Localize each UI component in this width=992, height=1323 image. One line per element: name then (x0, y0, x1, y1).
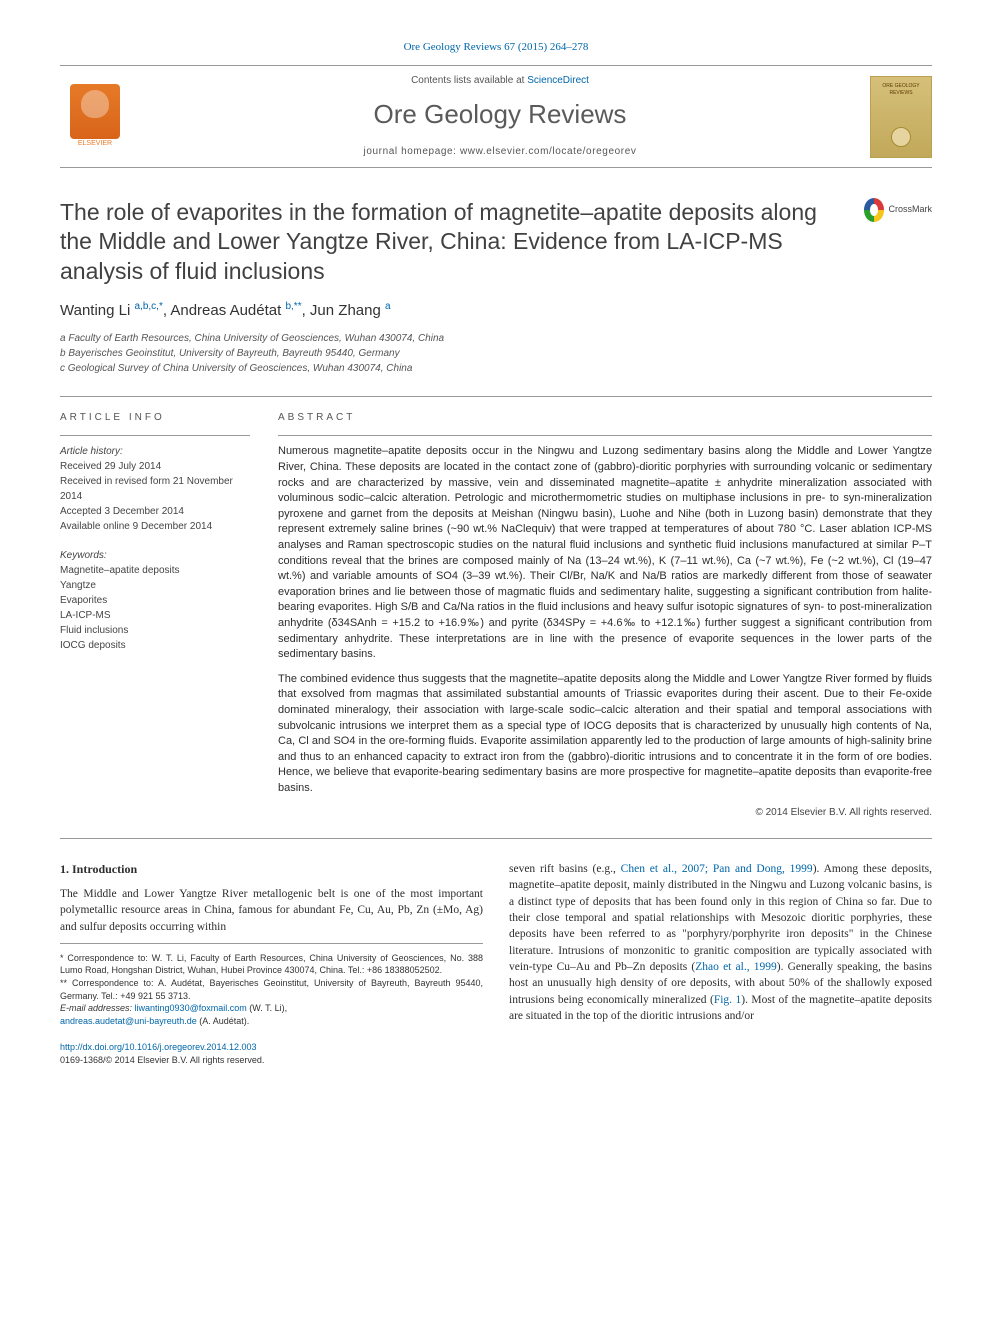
abstract-p1: Numerous magnetite–apatite deposits occu… (278, 444, 932, 663)
abstract-divider (278, 435, 932, 436)
keyword-0: Magnetite–apatite deposits (60, 563, 250, 578)
keyword-1: Yangtze (60, 578, 250, 593)
ref-link-1[interactable]: Chen et al., 2007; Pan and Dong, 1999 (621, 863, 813, 875)
elsevier-logo: ELSEVIER (60, 77, 130, 157)
journal-homepage: journal homepage: www.elsevier.com/locat… (130, 145, 870, 159)
sciencedirect-link[interactable]: ScienceDirect (527, 75, 589, 86)
footnote-2: ** Correspondence to: A. Audétat, Bayeri… (60, 977, 483, 1002)
affiliation-b: b Bayerisches Geoinstitut, University of… (60, 346, 932, 361)
abstract-head: abstract (278, 411, 932, 425)
journal-header: ELSEVIER Contents lists available at Sci… (60, 65, 932, 167)
body-column-right: seven rift basins (e.g., Chen et al., 20… (509, 861, 932, 1067)
doi-block: http://dx.doi.org/10.1016/j.oregeorev.20… (60, 1041, 483, 1067)
body-columns: 1. Introduction The Middle and Lower Yan… (60, 861, 932, 1067)
ref-link-2[interactable]: Zhao et al., 1999 (695, 961, 776, 973)
info-abstract-row: article info Article history: Received 2… (60, 396, 932, 839)
email-1-who: (W. T. Li), (247, 1003, 287, 1013)
history-received: Received 29 July 2014 (60, 459, 250, 474)
citation-link[interactable]: Ore Geology Reviews 67 (2015) 264–278 (404, 41, 589, 53)
author-2: , Andreas Audétat (163, 302, 286, 319)
author-2-corr: ** (294, 301, 302, 312)
crossmark-icon (864, 198, 884, 222)
author-list: Wanting Li a,b,c,*, Andreas Audétat b,**… (60, 300, 932, 321)
keyword-3: LA-ICP-MS (60, 608, 250, 623)
keyword-4: Fluid inclusions (60, 623, 250, 638)
keyword-5: IOCG deposits (60, 638, 250, 653)
elsevier-label: ELSEVIER (78, 139, 112, 149)
crossmark-label: CrossMark (888, 203, 932, 216)
section-number: 1. (60, 862, 69, 876)
footnotes: * Correspondence to: W. T. Li, Faculty o… (60, 952, 483, 1028)
journal-name: Ore Geology Reviews (130, 96, 870, 132)
article-info-head: article info (60, 411, 250, 425)
author-1-affil: a,b,c, (134, 301, 158, 312)
history-online: Available online 9 December 2014 (60, 519, 250, 534)
cover-title: ORE GEOLOGY REVIEWS (871, 77, 931, 97)
affiliation-c: c Geological Survey of China University … (60, 361, 932, 376)
article-title: The role of evaporites in the formation … (60, 198, 844, 286)
keywords-label: Keywords: (60, 548, 250, 563)
section-title: Introduction (72, 862, 137, 876)
body-text-a: seven rift basins (e.g., (509, 863, 621, 875)
keywords-block: Keywords: Magnetite–apatite deposits Yan… (60, 548, 250, 653)
intro-p1-cont: seven rift basins (e.g., Chen et al., 20… (509, 861, 932, 1024)
author-1: Wanting Li (60, 302, 134, 319)
crossmark-badge[interactable]: CrossMark (864, 198, 932, 222)
footnote-emails: E-mail addresses: liwanting0930@foxmail.… (60, 1002, 483, 1027)
email-2-link[interactable]: andreas.audetat@uni-bayreuth.de (60, 1016, 197, 1026)
citation-header: Ore Geology Reviews 67 (2015) 264–278 (60, 40, 932, 55)
journal-cover-thumb: ORE GEOLOGY REVIEWS (870, 76, 932, 158)
intro-p1: The Middle and Lower Yangtze River metal… (60, 886, 483, 935)
abstract-copyright: © 2014 Elsevier B.V. All rights reserved… (278, 806, 932, 820)
body-column-left: 1. Introduction The Middle and Lower Yan… (60, 861, 483, 1067)
info-divider (60, 435, 250, 436)
contents-availability: Contents lists available at ScienceDirec… (130, 74, 870, 88)
affiliations: a Faculty of Earth Resources, China Univ… (60, 331, 932, 376)
section-heading: 1. Introduction (60, 861, 483, 878)
history-revised: Received in revised form 21 November 201… (60, 474, 250, 504)
body-text-b: ). Among these deposits, magnetite–apati… (509, 863, 932, 973)
issn-line: 0169-1368/© 2014 Elsevier B.V. All right… (60, 1055, 264, 1065)
homepage-url: www.elsevier.com/locate/oregeorev (460, 146, 637, 157)
author-3-affil: a (385, 301, 391, 312)
homepage-prefix: journal homepage: (364, 146, 460, 157)
footnote-1: * Correspondence to: W. T. Li, Faculty o… (60, 952, 483, 977)
keyword-2: Evaporites (60, 593, 250, 608)
email-label: E-mail addresses: (60, 1003, 135, 1013)
article-info-column: article info Article history: Received 2… (60, 411, 250, 820)
title-row: The role of evaporites in the formation … (60, 198, 932, 286)
fig-link-1[interactable]: Fig. 1 (714, 994, 741, 1006)
abstract-column: abstract Numerous magnetite–apatite depo… (278, 411, 932, 820)
abstract-p2: The combined evidence thus suggests that… (278, 672, 932, 797)
history-accepted: Accepted 3 December 2014 (60, 504, 250, 519)
footnote-divider (60, 943, 483, 944)
email-1-link[interactable]: liwanting0930@foxmail.com (135, 1003, 247, 1013)
email-2-who: (A. Audétat). (197, 1016, 250, 1026)
author-3: , Jun Zhang (302, 302, 385, 319)
elsevier-tree-icon (70, 84, 120, 139)
doi-link[interactable]: http://dx.doi.org/10.1016/j.oregeorev.20… (60, 1042, 256, 1052)
header-center: Contents lists available at ScienceDirec… (130, 74, 870, 158)
affiliation-a: a Faculty of Earth Resources, China Univ… (60, 331, 932, 346)
author-2-affil: b, (285, 301, 293, 312)
history-label: Article history: (60, 444, 250, 459)
contents-prefix: Contents lists available at (411, 75, 527, 86)
article-history: Article history: Received 29 July 2014 R… (60, 444, 250, 534)
